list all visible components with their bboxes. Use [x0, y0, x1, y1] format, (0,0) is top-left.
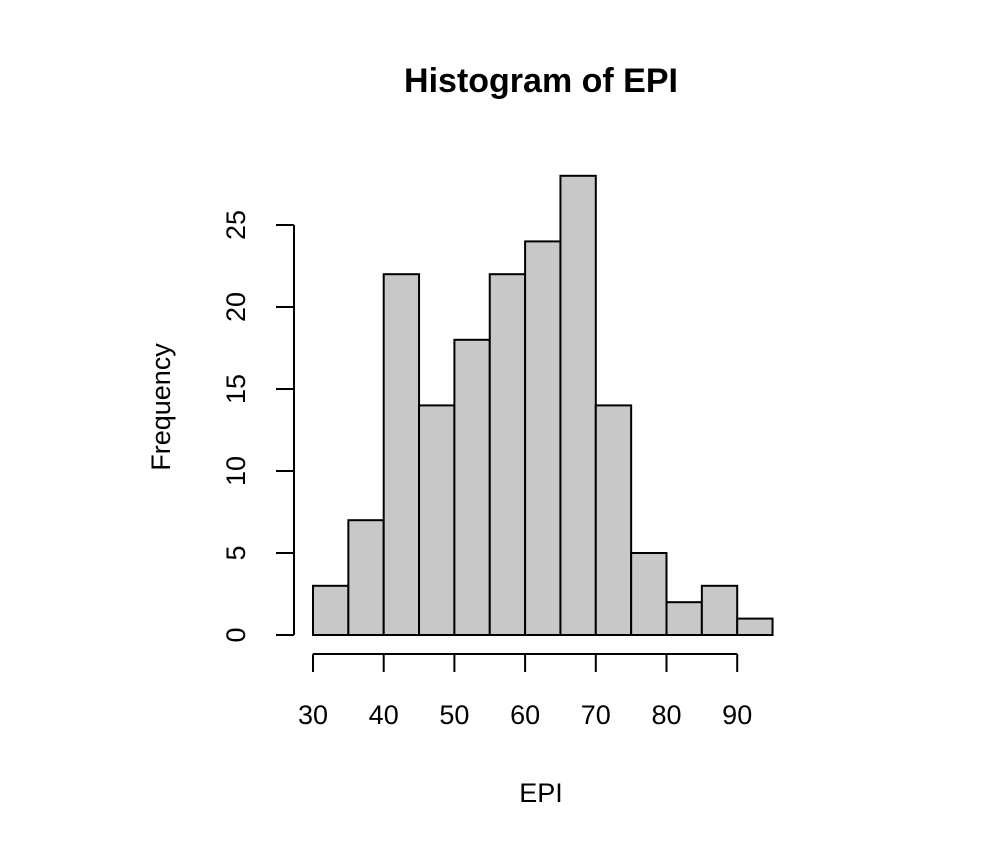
chart-title: Histogram of EPI: [404, 62, 678, 100]
histogram-bar: [418, 404, 456, 636]
x-tick-label: 50: [439, 700, 469, 730]
histogram-bar: [700, 584, 739, 636]
x-axis-label: EPI: [519, 778, 563, 808]
x-axis: 30 40 50 60 70 80 90: [298, 653, 752, 730]
histogram-bar: [382, 273, 421, 636]
bars-group: [312, 174, 774, 637]
x-tick-label: 80: [651, 700, 681, 730]
y-tick-label: 25: [221, 210, 251, 240]
x-tick-label: 90: [722, 700, 752, 730]
y-tick-label: 20: [221, 292, 251, 322]
histogram-bar: [312, 584, 350, 636]
histogram-bar: [524, 240, 562, 636]
y-tick-label: 0: [221, 627, 251, 642]
x-tick-label: 30: [298, 700, 328, 730]
histogram-bar: [453, 338, 491, 636]
histogram-bar: [594, 404, 633, 636]
y-tick-label: 5: [221, 545, 251, 560]
histogram-bar: [488, 273, 527, 636]
y-axis: 0 5 10 15 20 25: [221, 210, 295, 643]
y-axis-label: Frequency: [146, 343, 176, 471]
histogram-bar: [559, 174, 597, 637]
x-tick-label: 60: [510, 700, 540, 730]
x-tick-label: 70: [581, 700, 611, 730]
y-tick-label: 15: [221, 374, 251, 404]
histogram-bar: [665, 601, 703, 637]
x-tick-label: 40: [369, 700, 399, 730]
histogram-bar: [630, 552, 668, 636]
y-tick-label: 10: [221, 456, 251, 486]
histogram-bar: [736, 617, 774, 636]
histogram-bar: [347, 519, 385, 637]
